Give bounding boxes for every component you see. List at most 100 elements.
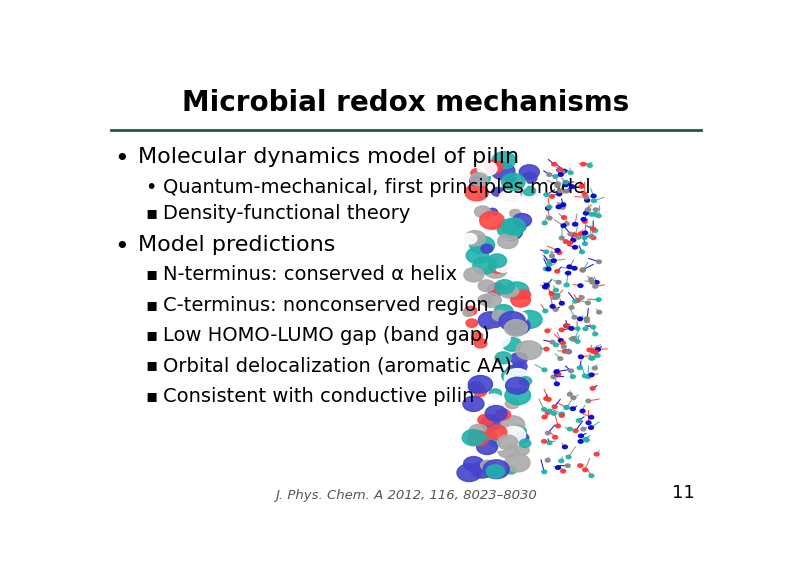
- Circle shape: [575, 327, 580, 331]
- Circle shape: [517, 310, 542, 328]
- Circle shape: [579, 185, 584, 188]
- Circle shape: [542, 368, 546, 372]
- Circle shape: [560, 412, 565, 416]
- Circle shape: [547, 410, 552, 413]
- Circle shape: [510, 210, 520, 217]
- Circle shape: [506, 365, 526, 379]
- Circle shape: [565, 271, 571, 275]
- Circle shape: [592, 332, 598, 336]
- Circle shape: [589, 213, 594, 216]
- Circle shape: [497, 234, 518, 248]
- Circle shape: [463, 233, 477, 244]
- Text: ▪: ▪: [145, 357, 158, 374]
- Circle shape: [591, 350, 596, 353]
- Circle shape: [577, 419, 581, 422]
- Circle shape: [567, 392, 573, 396]
- Circle shape: [573, 233, 578, 237]
- Circle shape: [468, 376, 493, 393]
- Circle shape: [564, 324, 569, 328]
- Circle shape: [563, 180, 568, 184]
- Circle shape: [546, 207, 550, 210]
- Circle shape: [550, 305, 555, 308]
- Circle shape: [492, 151, 516, 169]
- Circle shape: [544, 286, 549, 289]
- Circle shape: [483, 460, 509, 479]
- Circle shape: [486, 465, 505, 478]
- Circle shape: [510, 353, 527, 365]
- Circle shape: [573, 245, 577, 249]
- Circle shape: [596, 214, 601, 218]
- Circle shape: [552, 296, 557, 300]
- Circle shape: [557, 192, 562, 196]
- Circle shape: [463, 430, 485, 446]
- Circle shape: [570, 337, 575, 340]
- Circle shape: [549, 292, 554, 295]
- Circle shape: [589, 474, 594, 478]
- Circle shape: [542, 408, 546, 411]
- Circle shape: [466, 319, 478, 327]
- Circle shape: [560, 170, 565, 174]
- Circle shape: [547, 260, 553, 263]
- Circle shape: [584, 195, 588, 199]
- Circle shape: [544, 250, 549, 253]
- Circle shape: [578, 439, 583, 443]
- Circle shape: [544, 347, 549, 351]
- Circle shape: [497, 219, 523, 238]
- Circle shape: [542, 470, 546, 473]
- Circle shape: [498, 444, 518, 458]
- Circle shape: [505, 174, 516, 183]
- Circle shape: [555, 270, 560, 273]
- Circle shape: [547, 173, 552, 176]
- Text: 11: 11: [672, 484, 695, 502]
- Circle shape: [471, 256, 488, 268]
- Circle shape: [478, 414, 493, 426]
- Circle shape: [542, 415, 547, 419]
- Circle shape: [556, 373, 561, 376]
- Circle shape: [582, 192, 587, 196]
- Circle shape: [579, 232, 584, 236]
- Circle shape: [491, 162, 515, 180]
- Circle shape: [501, 369, 520, 382]
- Circle shape: [498, 223, 523, 241]
- Circle shape: [559, 236, 564, 240]
- Circle shape: [486, 425, 507, 439]
- Circle shape: [583, 437, 588, 441]
- Circle shape: [497, 435, 518, 450]
- Circle shape: [520, 165, 539, 179]
- Circle shape: [474, 339, 487, 348]
- Circle shape: [487, 435, 508, 450]
- Circle shape: [543, 221, 547, 225]
- Circle shape: [570, 407, 575, 411]
- Circle shape: [505, 369, 531, 388]
- Circle shape: [582, 236, 587, 240]
- Circle shape: [464, 306, 477, 316]
- Circle shape: [592, 285, 598, 288]
- Circle shape: [584, 211, 588, 215]
- Circle shape: [559, 301, 564, 305]
- Circle shape: [513, 361, 527, 372]
- Circle shape: [565, 324, 569, 328]
- Circle shape: [590, 356, 595, 360]
- Circle shape: [591, 227, 596, 231]
- Circle shape: [545, 411, 550, 415]
- Circle shape: [591, 325, 596, 329]
- Circle shape: [588, 426, 593, 429]
- Circle shape: [563, 181, 568, 184]
- Circle shape: [559, 414, 564, 417]
- Circle shape: [573, 222, 577, 226]
- Circle shape: [575, 298, 581, 302]
- Circle shape: [554, 295, 558, 300]
- Circle shape: [556, 281, 561, 284]
- Circle shape: [485, 406, 507, 421]
- Circle shape: [469, 425, 488, 438]
- Circle shape: [474, 206, 491, 218]
- Circle shape: [509, 425, 526, 437]
- Circle shape: [596, 348, 600, 351]
- Circle shape: [591, 236, 596, 240]
- Circle shape: [546, 397, 551, 401]
- Circle shape: [505, 386, 531, 405]
- Circle shape: [470, 236, 494, 254]
- Circle shape: [543, 267, 548, 271]
- Circle shape: [568, 232, 573, 236]
- Circle shape: [545, 458, 550, 462]
